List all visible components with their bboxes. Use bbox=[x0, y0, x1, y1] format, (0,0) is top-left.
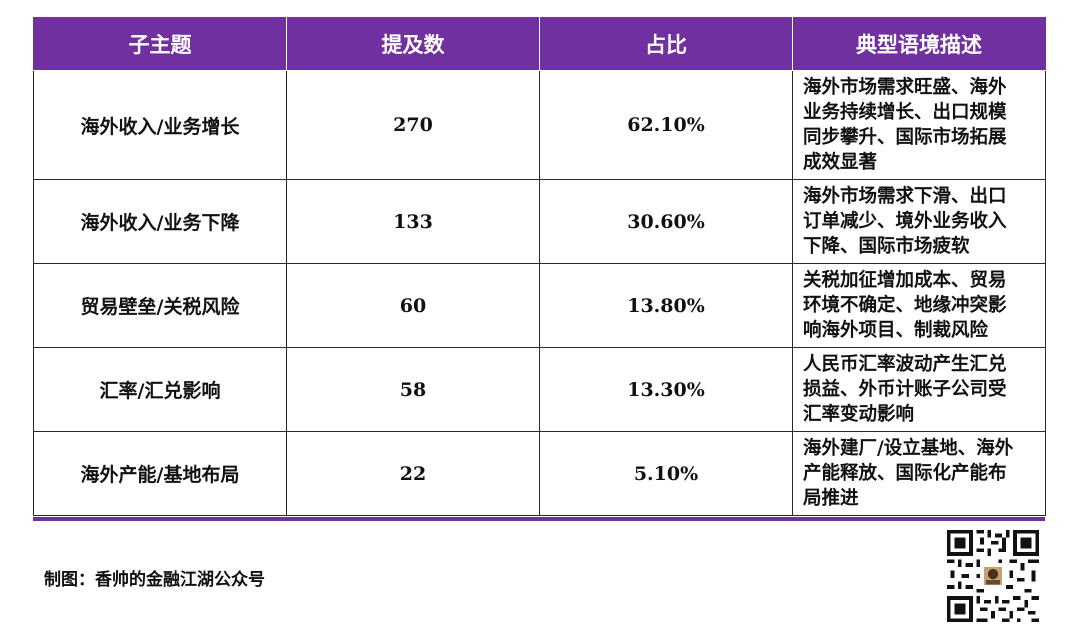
purple-divider bbox=[33, 517, 1045, 521]
cell-subtopic: 贸易壁垒/关税风险 bbox=[33, 263, 287, 348]
cell-count: 270 bbox=[286, 70, 540, 180]
cell-count: 22 bbox=[286, 431, 540, 516]
table-row: 贸易壁垒/关税风险 60 13.80% 关税加征增加成本、贸易 环境不确定、地缘… bbox=[33, 263, 1046, 348]
description-line: 响海外项目、制裁风险 bbox=[803, 320, 989, 341]
table-row: 海外收入/业务下降 133 30.60% 海外市场需求下滑、出口 订单减少、境外… bbox=[33, 179, 1046, 264]
cell-description: 海外市场需求下滑、出口 订单减少、境外业务收入 下降、国际市场疲软 bbox=[792, 179, 1046, 264]
header-description: 典型语境描述 bbox=[792, 17, 1046, 71]
header-subtopic: 子主题 bbox=[33, 17, 287, 71]
description-line: 汇率变动影响 bbox=[803, 404, 915, 425]
description-line: 下降、国际市场疲软 bbox=[803, 236, 970, 257]
header-share: 占比 bbox=[539, 17, 793, 71]
cell-description: 关税加征增加成本、贸易 环境不确定、地缘冲突影 响海外项目、制裁风险 bbox=[792, 263, 1046, 348]
cell-count: 58 bbox=[286, 347, 540, 432]
description-line: 产能释放、国际化产能布 bbox=[803, 463, 1007, 484]
description-line: 海外市场需求旺盛、海外 bbox=[803, 77, 1007, 98]
data-table-container: 子主题 提及数 占比 典型语境描述 海外收入/业务增长 270 62.10% 海… bbox=[33, 17, 1046, 516]
cell-share: 13.80% bbox=[539, 263, 793, 348]
table-row: 汇率/汇兑影响 58 13.30% 人民币汇率波动产生汇兑 损益、外币计账子公司… bbox=[33, 347, 1046, 432]
data-table: 子主题 提及数 占比 典型语境描述 海外收入/业务增长 270 62.10% 海… bbox=[33, 17, 1046, 516]
description-line: 损益、外币计账子公司受 bbox=[803, 379, 1007, 400]
cell-share: 62.10% bbox=[539, 70, 793, 180]
cell-subtopic: 海外收入/业务下降 bbox=[33, 179, 287, 264]
cell-description: 人民币汇率波动产生汇兑 损益、外币计账子公司受 汇率变动影响 bbox=[792, 347, 1046, 432]
header-count: 提及数 bbox=[286, 17, 540, 71]
qr-code-icon[interactable] bbox=[947, 530, 1039, 622]
cell-count: 60 bbox=[286, 263, 540, 348]
cell-subtopic: 海外收入/业务增长 bbox=[33, 70, 287, 180]
cell-subtopic: 汇率/汇兑影响 bbox=[33, 347, 287, 432]
cell-share: 30.60% bbox=[539, 179, 793, 264]
cell-description: 海外建厂/设立基地、海外 产能释放、国际化产能布 局推进 bbox=[792, 431, 1046, 516]
cell-description: 海外市场需求旺盛、海外 业务持续增长、出口规模 同步攀升、国际市场拓展 成效显著 bbox=[792, 70, 1046, 180]
description-line: 人民币汇率波动产生汇兑 bbox=[803, 354, 1007, 375]
description-line: 海外建厂/设立基地、海外 bbox=[803, 438, 1014, 459]
description-line: 海外市场需求下滑、出口 bbox=[803, 186, 1007, 207]
table-row: 海外收入/业务增长 270 62.10% 海外市场需求旺盛、海外 业务持续增长、… bbox=[33, 70, 1046, 180]
table-header-row: 子主题 提及数 占比 典型语境描述 bbox=[33, 17, 1046, 71]
description-line: 同步攀升、国际市场拓展 bbox=[803, 127, 1007, 148]
cell-share: 5.10% bbox=[539, 431, 793, 516]
description-line: 关税加征增加成本、贸易 bbox=[803, 270, 1007, 291]
description-line: 局推进 bbox=[803, 488, 859, 509]
chart-credit: 制图：香帅的金融江湖公众号 bbox=[44, 570, 265, 590]
cell-count: 133 bbox=[286, 179, 540, 264]
description-line: 环境不确定、地缘冲突影 bbox=[803, 295, 1007, 316]
description-line: 订单减少、境外业务收入 bbox=[803, 211, 1007, 232]
cell-subtopic: 海外产能/基地布局 bbox=[33, 431, 287, 516]
description-line: 业务持续增长、出口规模 bbox=[803, 102, 1007, 123]
cell-share: 13.30% bbox=[539, 347, 793, 432]
table-row: 海外产能/基地布局 22 5.10% 海外建厂/设立基地、海外 产能释放、国际化… bbox=[33, 431, 1046, 516]
description-line: 成效显著 bbox=[803, 152, 878, 173]
